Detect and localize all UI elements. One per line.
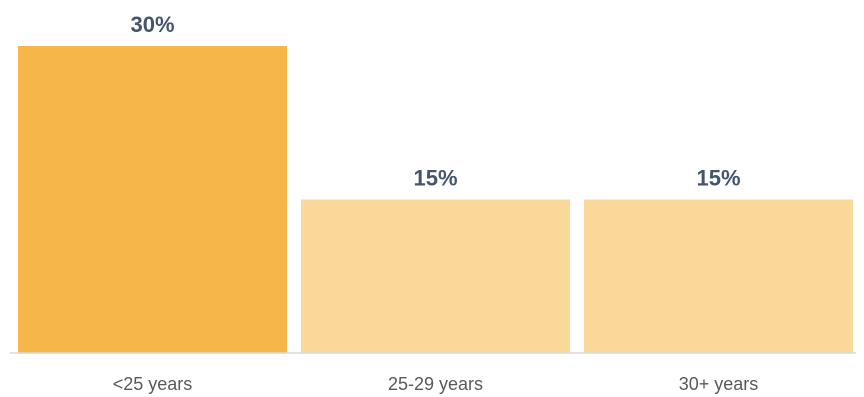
bars-group [18, 46, 853, 353]
data-label-2: 15% [696, 166, 740, 191]
bar-0 [18, 46, 287, 353]
data-label-0: 30% [130, 12, 174, 37]
bar-1 [301, 199, 570, 353]
bar-2 [584, 199, 853, 353]
data-label-1: 15% [413, 166, 457, 191]
x-tick-label-0: <25 years [113, 374, 193, 394]
x-tick-label-2: 30+ years [679, 374, 759, 394]
data-labels-group: 30% 15% 15% [130, 12, 740, 191]
x-tick-labels-group: <25 years 25-29 years 30+ years [113, 374, 759, 394]
x-tick-label-1: 25-29 years [388, 374, 483, 394]
